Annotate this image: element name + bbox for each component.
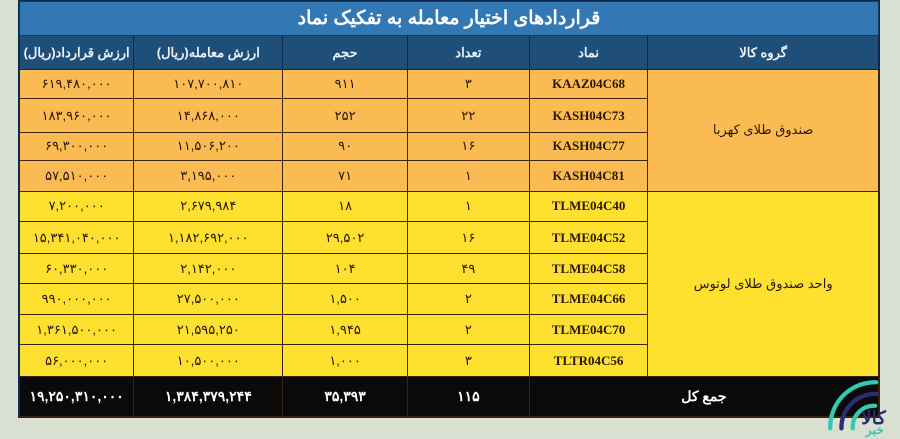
svg-text:خبر: خبر <box>865 423 884 438</box>
